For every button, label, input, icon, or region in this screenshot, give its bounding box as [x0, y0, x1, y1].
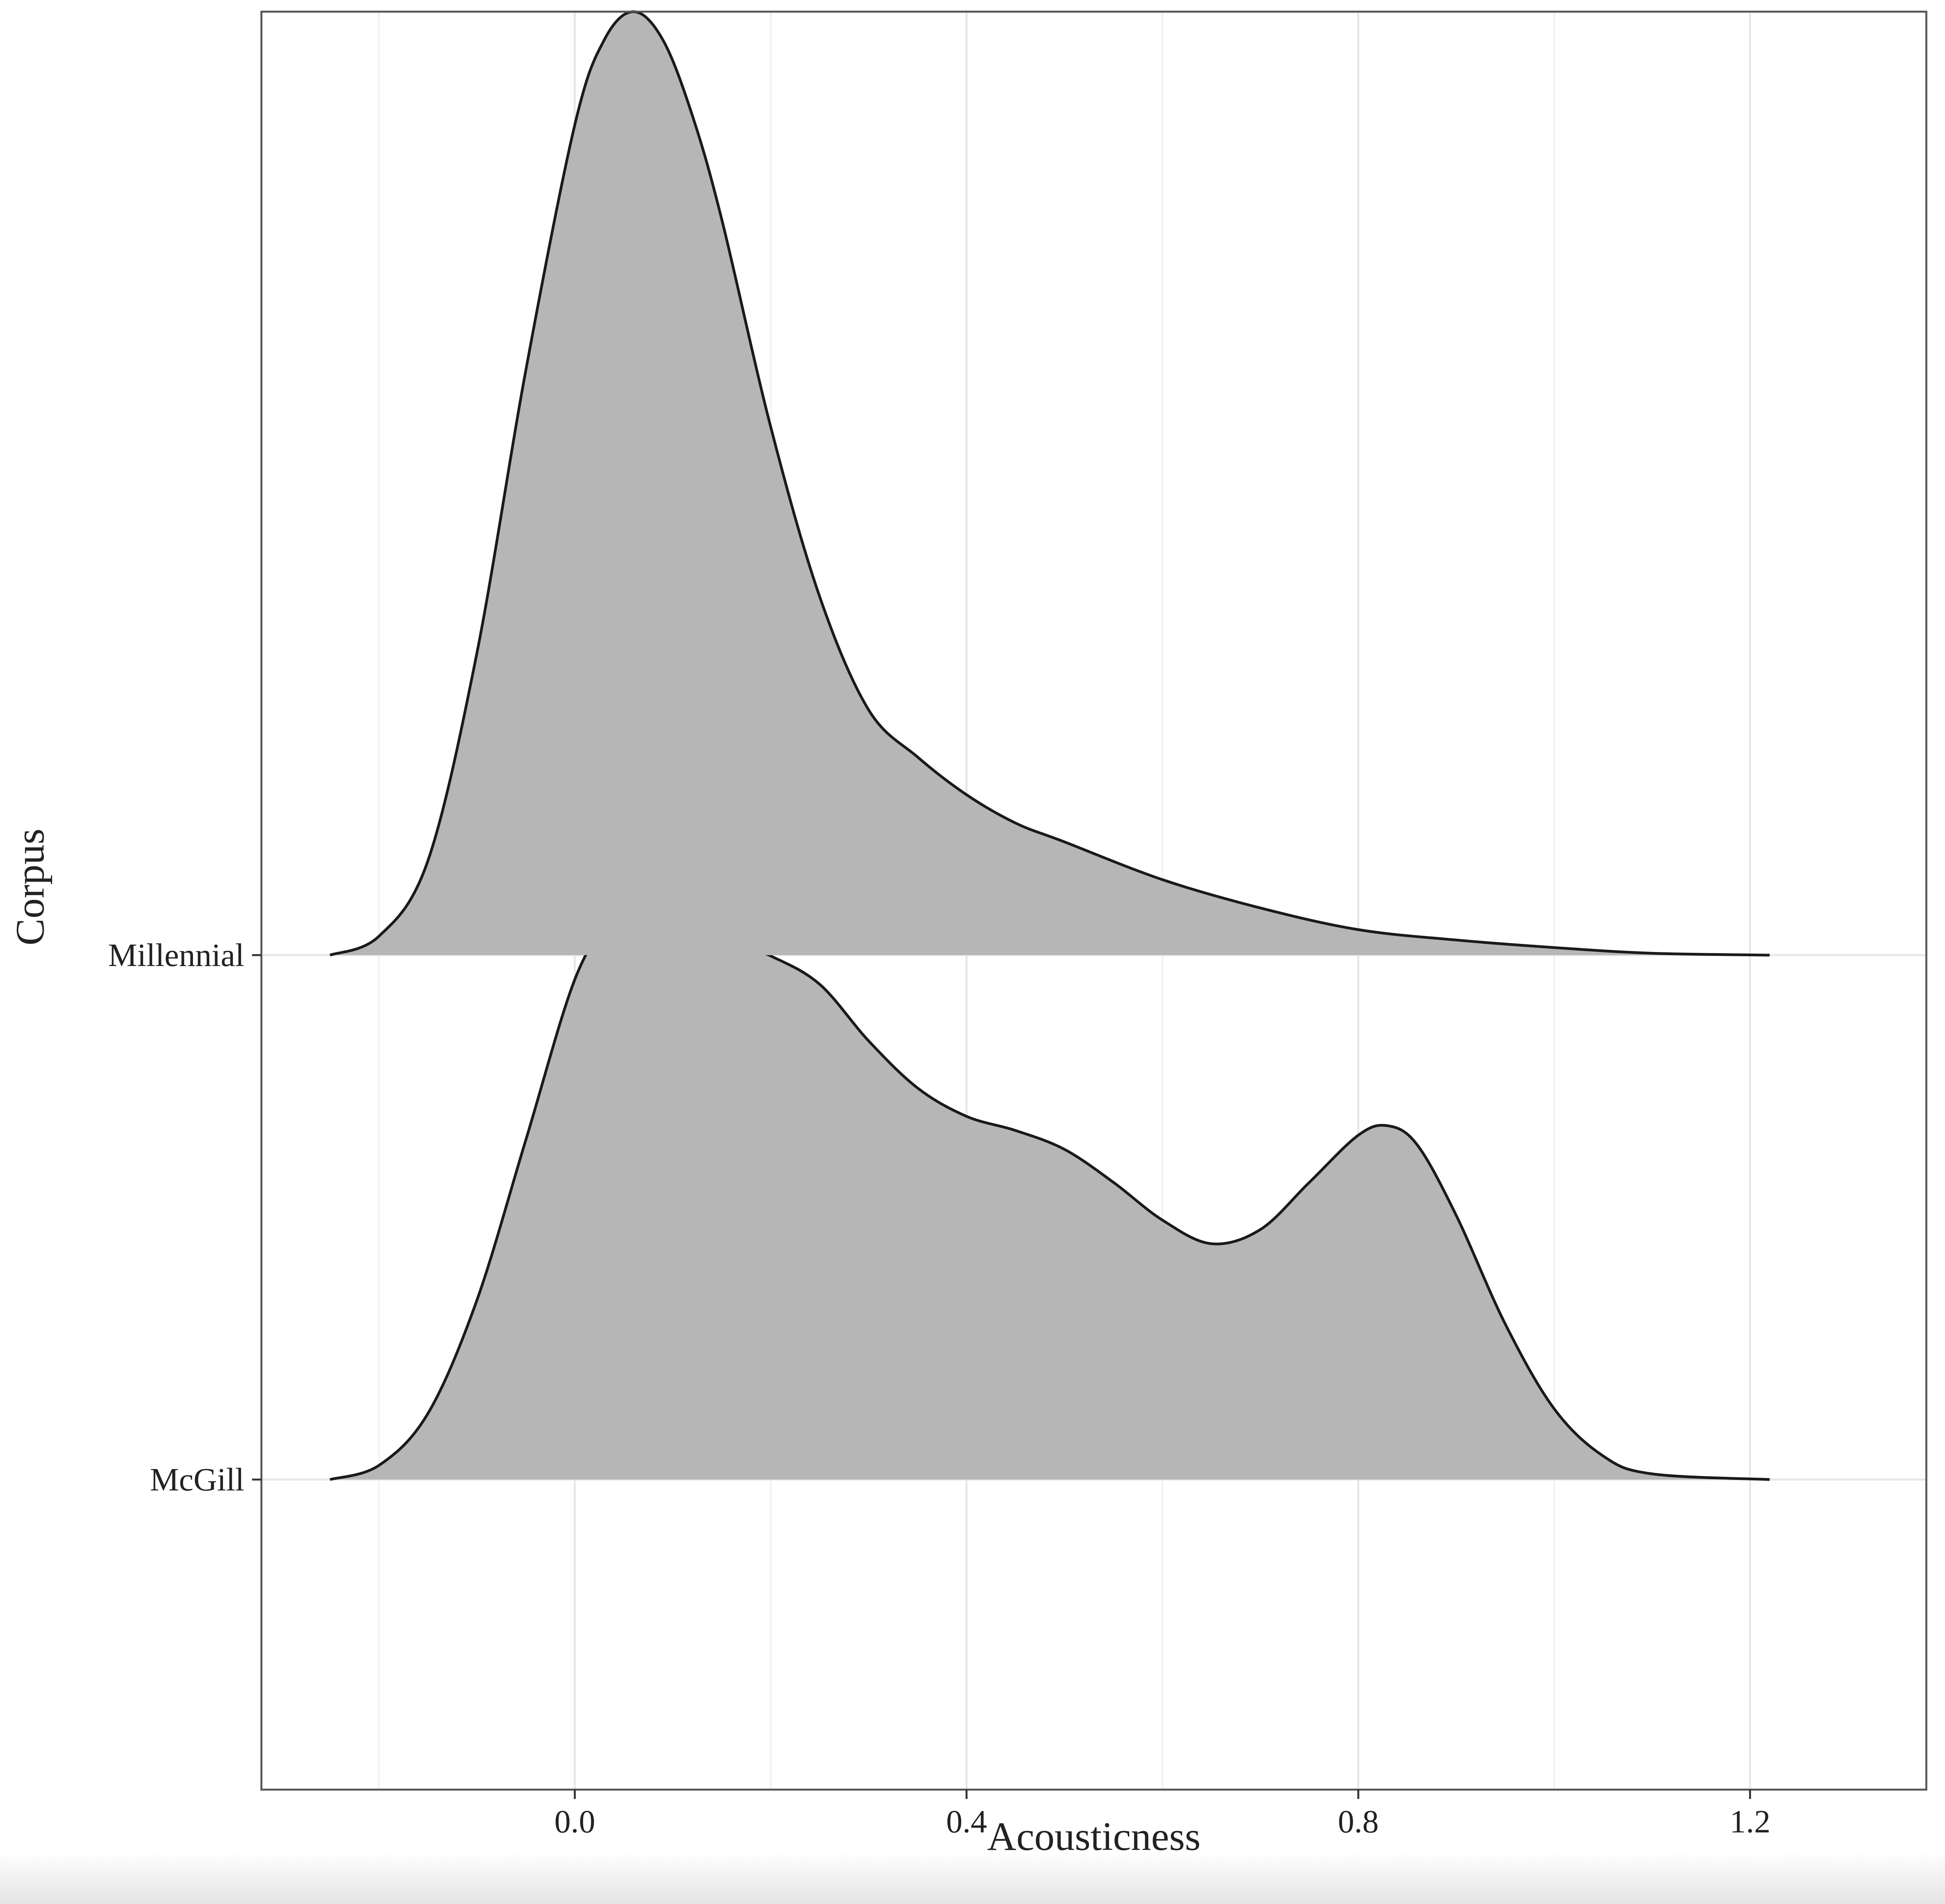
density-ridges — [329, 10, 1770, 1481]
ridge-fill-millennial — [330, 12, 1770, 955]
y-axis-ticks: Millennial McGill — [108, 937, 261, 1498]
x-tick-label-0: 0.0 — [554, 1804, 595, 1840]
x-tick-label-1: 0.4 — [946, 1804, 987, 1840]
plot-panel-border — [260, 11, 1927, 1791]
x-tick-label-2: 0.8 — [1338, 1804, 1379, 1840]
y-tick-label-millennial: Millennial — [108, 937, 244, 973]
x-axis-title: Acousticness — [987, 1814, 1201, 1859]
x-axis-ticks: 0.0 0.4 0.8 1.2 — [554, 1790, 1770, 1840]
x-tick-label-3: 1.2 — [1729, 1804, 1770, 1840]
ridge-outline-mcgill — [329, 888, 1770, 1481]
y-tick-label-mcgill: McGill — [150, 1462, 244, 1498]
ridge-fill-mcgill — [330, 889, 1770, 1480]
ridge-outline-millennial — [329, 10, 1770, 957]
bottom-edge-shadow — [0, 1852, 1945, 1904]
y-axis-title: Corpus — [8, 829, 53, 945]
